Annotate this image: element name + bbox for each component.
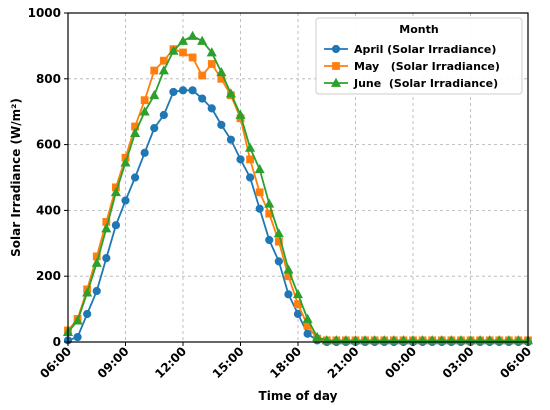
data-point	[197, 35, 208, 45]
data-point	[198, 94, 207, 103]
data-point	[207, 104, 216, 113]
x-tick-label: 21:00	[325, 344, 362, 381]
data-point	[139, 106, 150, 116]
x-tick-label: 18:00	[267, 344, 304, 381]
data-point	[236, 155, 245, 164]
data-point	[150, 66, 159, 75]
data-point	[149, 90, 160, 100]
legend-item: June (Solar Irradiance)	[324, 77, 498, 90]
data-point	[273, 228, 284, 238]
legend-box	[315, 17, 523, 95]
y-tick-label: 1000	[28, 6, 61, 20]
data-point	[312, 331, 323, 341]
data-point	[303, 329, 312, 338]
legend-swatch-marker	[331, 44, 341, 54]
data-point	[265, 235, 274, 245]
data-point	[292, 289, 304, 299]
data-point	[177, 35, 189, 45]
data-point	[130, 173, 140, 182]
data-point	[216, 66, 227, 77]
data-point	[245, 142, 256, 152]
data-point	[274, 257, 283, 266]
y-tick-label: 600	[36, 138, 61, 152]
data-point	[159, 56, 168, 65]
y-tick-label: 0	[53, 335, 61, 349]
data-point	[178, 86, 188, 95]
data-point	[101, 223, 112, 233]
y-tick-label: 800	[36, 72, 61, 86]
data-point	[225, 88, 236, 98]
legend-swatch-marker	[332, 62, 340, 70]
y-tick-label: 400	[36, 203, 61, 217]
legend-items: April (Solar Irradiance) May (Solar Irrad…	[324, 43, 500, 90]
data-point	[140, 96, 149, 105]
data-point	[111, 221, 121, 230]
data-point	[255, 204, 264, 213]
data-point	[255, 188, 264, 197]
data-point	[130, 127, 141, 137]
data-point	[187, 30, 198, 40]
data-point	[82, 287, 93, 297]
legend-label: April (Solar Irradiance)	[354, 43, 496, 56]
x-axis-label: Time of day	[259, 389, 338, 403]
data-point	[169, 87, 178, 97]
data-point	[102, 254, 111, 263]
legend-swatch-marker	[330, 77, 342, 87]
data-point	[245, 173, 255, 182]
data-point	[254, 164, 265, 174]
legend-item: May (Solar Irradiance)	[324, 60, 500, 73]
data-point	[198, 71, 207, 80]
data-point	[188, 53, 197, 62]
legend-item: April (Solar Irradiance)	[324, 43, 496, 56]
data-point	[235, 109, 246, 119]
data-point	[140, 148, 149, 157]
x-tick-label: 00:00	[382, 344, 419, 381]
data-point	[73, 332, 82, 342]
y-axis-ticks: 0 200 400 600 800 1000	[28, 6, 68, 349]
data-point	[207, 60, 216, 68]
data-point	[302, 313, 313, 323]
data-point	[110, 187, 121, 197]
data-point	[120, 157, 131, 167]
data-point	[274, 237, 283, 246]
data-point	[158, 65, 169, 75]
legend-title: Month	[399, 23, 438, 36]
x-tick-label: 06:00	[497, 344, 534, 381]
legend-label: May (Solar Irradiance)	[354, 60, 500, 73]
x-axis-ticks: 06:00 09:00 12:00 15:00 18:00 21:00 00:00 03:00…	[37, 342, 534, 381]
x-tick-label: 03:00	[440, 344, 477, 381]
data-point	[150, 124, 159, 133]
legend-label: June (Solar Irradiance)	[353, 77, 498, 90]
data-point	[72, 315, 83, 325]
data-point	[217, 120, 226, 129]
x-tick-label: 06:00	[37, 344, 74, 381]
data-point	[168, 45, 179, 55]
data-point	[206, 47, 217, 57]
y-tick-label: 200	[36, 269, 61, 283]
x-tick-label: 09:00	[95, 344, 132, 381]
data-point	[83, 309, 92, 319]
data-point	[226, 135, 236, 144]
data-point	[283, 264, 294, 274]
data-point	[121, 196, 130, 205]
data-point	[264, 198, 275, 208]
x-tick-label: 12:00	[152, 344, 189, 381]
x-tick-label: 15:00	[210, 344, 247, 381]
data-point	[188, 86, 197, 95]
data-point	[179, 48, 187, 57]
data-point	[159, 110, 168, 120]
legend: Month April (Solar Irradiance) May (Solar…	[315, 17, 523, 95]
data-point	[91, 257, 102, 267]
y-axis-label: Solar Irradiance (W/m²)	[9, 98, 23, 257]
data-point	[92, 286, 101, 296]
data-point	[284, 290, 293, 299]
data-point	[246, 155, 254, 164]
